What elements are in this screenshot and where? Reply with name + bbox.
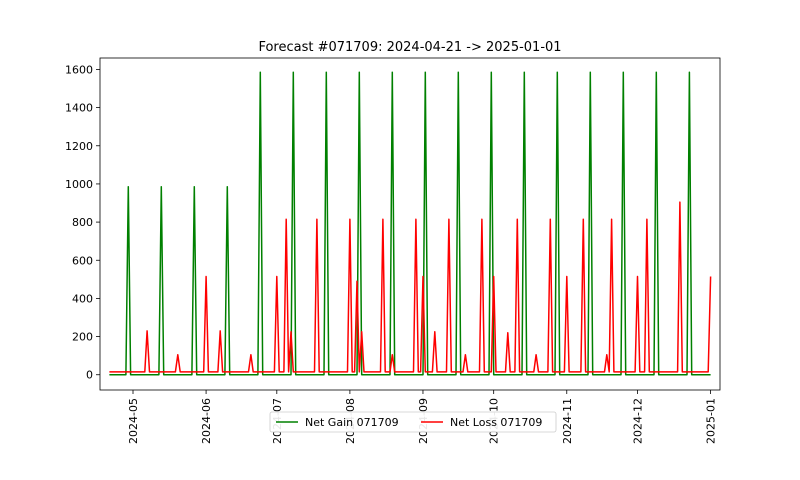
x-tick-label: 2024-12 <box>631 398 644 444</box>
x-tick-label: 2024-05 <box>127 398 140 444</box>
x-tick-label: 2024-11 <box>561 398 574 444</box>
chart-title: Forecast #071709: 2024-04-21 -> 2025-01-… <box>258 40 561 55</box>
y-axis: 0 200 400 600 800 1000 1200 1400 1600 <box>65 63 100 382</box>
y-tick-label: 600 <box>72 254 93 267</box>
y-tick-label: 0 <box>86 369 93 382</box>
y-tick-label: 1400 <box>65 102 93 115</box>
y-tick-label: 200 <box>72 331 93 344</box>
legend-box <box>269 411 557 433</box>
series-line-net-loss <box>109 201 712 373</box>
plot-background <box>100 58 720 390</box>
plot-frame <box>99 57 721 391</box>
y-tick-label: 400 <box>72 292 93 305</box>
x-tick-label: 2024-06 <box>200 398 213 444</box>
legend: Net Gain 071709 Net Loss 071709 <box>269 411 557 433</box>
y-tick-label: 800 <box>72 216 93 229</box>
y-tick-label: 1200 <box>65 140 93 153</box>
y-tick-label: 1000 <box>65 178 93 191</box>
series-line-net-gain <box>109 71 711 376</box>
x-tick-label: 2025-01 <box>705 398 718 444</box>
y-tick-label: 1600 <box>65 63 93 76</box>
legend-label: Net Loss 071709 <box>450 416 542 429</box>
legend-label: Net Gain 071709 <box>305 416 399 429</box>
series-layer <box>109 71 712 376</box>
